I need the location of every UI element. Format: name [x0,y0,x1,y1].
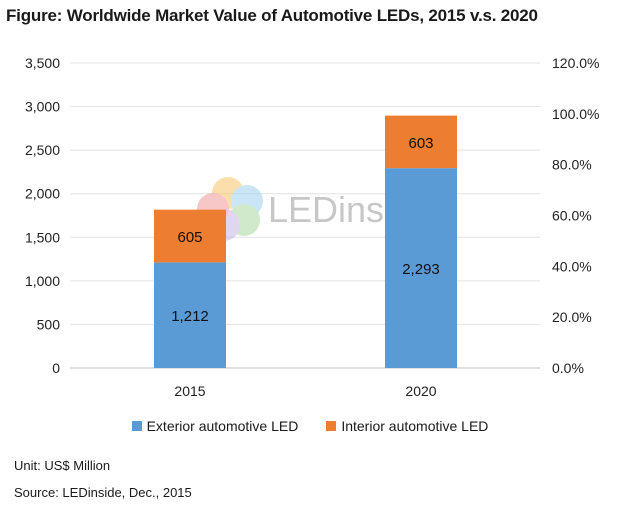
y-tick-label: 3,000 [25,99,60,115]
unit-note: Unit: US$ Million [14,458,111,473]
data-label-exterior-2015: 1,212 [171,308,209,325]
chart-plot: LEDinside 05001,0001,5002,0002,5003,0003… [25,55,600,399]
data-label-interior-2020: 603 [408,135,433,152]
y-tick-label: 1,500 [25,229,60,245]
bar-exterior-2015 [154,262,226,368]
y2-tick-label: 20.0% [552,309,592,325]
y2-tick-label: 0.0% [552,360,584,376]
bar-interior-2020 [385,115,457,169]
legend-item-interior: Interior automotive LED [326,418,488,434]
y-tick-label: 500 [37,316,61,332]
legend-swatch-exterior [131,421,142,431]
y-tick-label: 3,500 [25,55,60,71]
legend-label-interior: Interior automotive LED [341,418,489,434]
y-tick-label: 2,500 [25,142,60,158]
y2-tick-label: 80.0% [552,157,592,173]
y2-tick-label: 60.0% [552,208,592,224]
y2-tick-label: 40.0% [552,258,592,274]
bar-interior-2015 [154,209,226,263]
x-tick-label: 2020 [405,383,436,399]
y2-tick-label: 100.0% [552,106,599,122]
data-label-exterior-2020: 2,293 [402,261,440,278]
data-label-interior-2015: 605 [177,229,202,246]
legend-swatch-interior [326,421,337,431]
source-note: Source: LEDinside, Dec., 2015 [14,485,192,500]
y-tick-label: 1,000 [25,273,60,289]
chart-title: Figure: Worldwide Market Value of Automo… [6,6,538,25]
y2-tick-label: 120.0% [552,55,599,71]
x-tick-label: 2015 [174,383,205,399]
y-tick-label: 0 [52,360,60,376]
legend-item-exterior: Exterior automotive LED [131,418,299,434]
y-tick-label: 2,000 [25,186,60,202]
chart-legend: Exterior automotive LED Interior automot… [0,418,620,434]
bar-exterior-2020 [385,168,457,368]
legend-label-exterior: Exterior automotive LED [146,418,299,434]
